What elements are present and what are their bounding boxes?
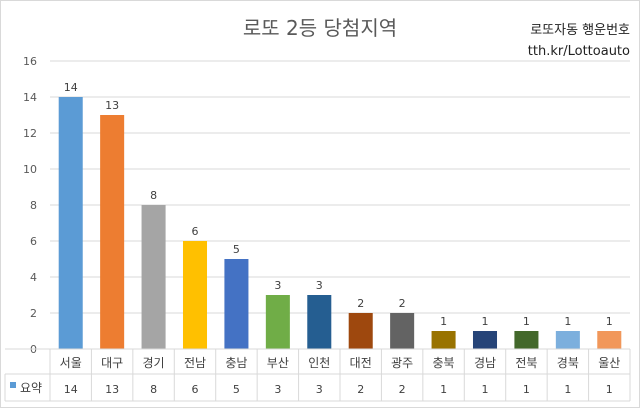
x-category-label: 서울 xyxy=(60,356,82,370)
watermark: 로또자동 행운번호 tth.kr/Lottoauto xyxy=(528,20,630,62)
bar xyxy=(182,241,208,349)
table-value: 6 xyxy=(192,383,199,396)
data-label: 13 xyxy=(105,99,119,112)
bar xyxy=(100,115,125,349)
table-value: 3 xyxy=(316,383,323,396)
y-tick-label: 2 xyxy=(30,307,37,320)
y-tick-label: 12 xyxy=(23,127,37,140)
table-value: 1 xyxy=(482,383,489,396)
bars xyxy=(58,97,622,349)
y-tick-label: 4 xyxy=(30,271,37,284)
y-tick-label: 16 xyxy=(23,55,37,68)
bar xyxy=(390,313,415,349)
y-tick-label: 14 xyxy=(23,91,37,104)
watermark-line-2: tth.kr/Lottoauto xyxy=(527,44,630,59)
table-value: 1 xyxy=(564,383,571,396)
table-value: 1 xyxy=(606,383,613,396)
table-value: 3 xyxy=(274,383,281,396)
bar xyxy=(58,97,83,349)
table-value: 13 xyxy=(105,383,119,396)
x-category-label: 충남 xyxy=(225,356,247,370)
bar xyxy=(555,331,580,349)
bar xyxy=(597,331,622,349)
bar xyxy=(265,295,290,349)
data-label: 3 xyxy=(274,279,281,292)
data-label: 1 xyxy=(606,315,613,328)
bar xyxy=(307,295,332,349)
data-label: 8 xyxy=(150,189,157,202)
data-label: 3 xyxy=(316,279,323,292)
data-label: 1 xyxy=(564,315,571,328)
table-value: 14 xyxy=(64,383,78,396)
table-value: 2 xyxy=(399,383,406,396)
series-name: 요약 xyxy=(20,380,42,395)
x-category-label: 경북 xyxy=(557,356,579,370)
x-category-label: 울산 xyxy=(598,356,620,370)
bar xyxy=(348,313,373,349)
x-category-label: 전남 xyxy=(184,356,206,370)
x-category-label: 대구 xyxy=(101,356,123,370)
y-tick-label: 10 xyxy=(23,163,37,176)
table-value: 5 xyxy=(233,383,240,396)
x-category-label: 전북 xyxy=(515,356,537,370)
table-value: 1 xyxy=(440,383,447,396)
chart-title: 로또 2등 당첨지역 xyxy=(242,16,398,40)
data-label: 2 xyxy=(399,297,406,310)
table-value: 8 xyxy=(150,383,157,396)
y-axis-ticks: 0246810121416 xyxy=(23,55,37,356)
x-category-label: 부산 xyxy=(267,356,289,370)
data-label: 14 xyxy=(64,81,78,94)
x-category-label: 대전 xyxy=(350,356,372,370)
data-label: 1 xyxy=(482,315,489,328)
data-table: 서울 14 대구 13 경기 8 전남 6 충남 5 부산 3 인천 3 대전 2 광주 2 충북 1 경남 1 전북 1 경북… xyxy=(4,348,631,402)
bar xyxy=(472,331,498,349)
bar xyxy=(431,331,456,349)
data-label: 6 xyxy=(192,225,199,238)
bar xyxy=(514,331,539,349)
y-tick-label: 6 xyxy=(30,235,37,248)
data-label: 1 xyxy=(523,315,530,328)
data-label: 2 xyxy=(357,297,364,310)
gridlines xyxy=(50,60,630,314)
x-category-label: 충북 xyxy=(433,356,455,370)
watermark-line-1: 로또자동 행운번호 xyxy=(530,23,630,38)
x-category-label: 인천 xyxy=(308,355,330,370)
data-label: 1 xyxy=(440,315,447,328)
x-category-label: 광주 xyxy=(391,356,413,370)
x-category-label: 경기 xyxy=(143,356,165,370)
y-tick-label: 8 xyxy=(30,199,37,212)
bar xyxy=(141,205,166,349)
x-category-label: 경남 xyxy=(474,356,496,370)
data-label: 5 xyxy=(233,243,240,256)
data-labels: 14 13 8 6 5 3 3 2 2 1 1 1 1 1 xyxy=(64,81,613,328)
table-value: 2 xyxy=(357,383,364,396)
table-value: 1 xyxy=(523,383,530,396)
bar xyxy=(224,259,249,349)
legend-key xyxy=(10,382,16,388)
